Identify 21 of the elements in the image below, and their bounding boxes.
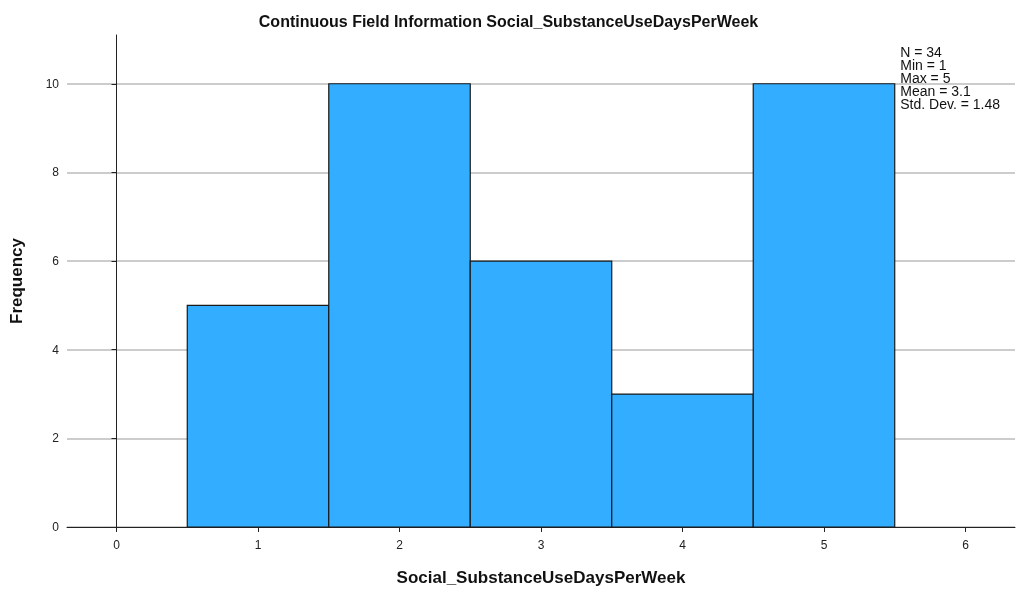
x-axis-title: Social_SubstanceUseDaysPerWeek [396,568,686,587]
annotation: N = 34 [900,44,943,60]
chart-title: Continuous Field Information Social_SubstanceUseDaysPerWeek [258,12,759,30]
annotation: Max = 5 [900,70,951,86]
x-tick-label: 0 [113,538,121,552]
annotation: Min = 1 [900,57,947,73]
y-tick-label: 8 [52,165,60,180]
y-tick-label: 10 [45,76,60,91]
annotation: Std. Dev. = 1.48 [900,96,1001,112]
annotation: Mean = 3.1 [900,83,971,99]
x-tick-label: 4 [679,538,687,552]
y-axis-title: Frequency [7,237,26,324]
x-tick-label: 1 [254,538,262,552]
y-tick-label: 0 [52,520,60,534]
y-tick-label: 6 [52,254,60,269]
y-tick-label: 4 [52,342,60,357]
x-tick-label: 5 [820,538,828,552]
y-tick-label: 2 [52,431,60,446]
x-tick-label: 3 [537,538,545,552]
x-tick-label: 2 [396,538,404,552]
x-tick-label: 6 [962,538,970,552]
